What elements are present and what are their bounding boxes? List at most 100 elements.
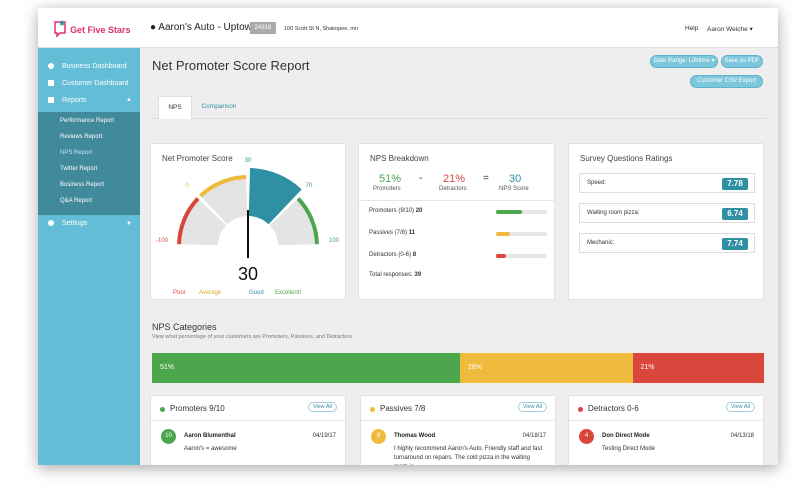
response-list-card: Promoters 9/10 View All 10 Aaron Blumenthal… bbox=[150, 395, 346, 465]
csv-export-button[interactable]: Customer CSV Export bbox=[690, 75, 763, 88]
caret: ▲ bbox=[126, 97, 132, 103]
row-label: Promoters (9/10) 20 bbox=[369, 208, 422, 214]
reports-submenu: Performance Report Reviews Report NPS Re… bbox=[38, 112, 140, 215]
nav-subitem[interactable]: Reviews Report bbox=[60, 134, 103, 140]
reviewer-name: Don Direct Mode bbox=[602, 433, 650, 439]
stack-segment: 21% bbox=[632, 353, 764, 383]
logo-icon bbox=[54, 20, 66, 38]
section-subtitle: View what percentage of your customers a… bbox=[152, 334, 352, 340]
total-value: 39 bbox=[414, 272, 422, 278]
gauge-band bbox=[177, 197, 200, 245]
bar bbox=[496, 210, 523, 214]
gauge-tick-label: 100 bbox=[329, 238, 340, 244]
nav-item[interactable]: Settings bbox=[62, 220, 88, 227]
divider bbox=[569, 420, 763, 421]
row-count: 8 bbox=[412, 252, 417, 258]
help-link[interactable]: Help bbox=[685, 25, 699, 32]
stack-segment: 51% bbox=[152, 353, 460, 383]
address: 100 Scott St N, Shakopee, mn bbox=[284, 26, 358, 32]
nav-item[interactable]: Business Dashboard bbox=[62, 63, 127, 70]
location-text: Aaron's Auto - Uptown bbox=[158, 22, 258, 33]
row-count: 11 bbox=[408, 230, 416, 236]
legend-item: Average bbox=[199, 290, 222, 296]
section-title: NPS Categories bbox=[152, 322, 217, 332]
legend-item: Excellent! bbox=[275, 290, 302, 296]
row-label: Passives (7/8) 11 bbox=[369, 230, 415, 236]
card-title: Survey Questions Ratings bbox=[580, 154, 673, 163]
nps-value: 30 bbox=[509, 173, 522, 185]
ratings-card: Survey Questions Ratings Speed: 7.78 Waiti… bbox=[568, 143, 764, 300]
nav-subitem[interactable]: NPS Report bbox=[60, 150, 93, 156]
rating-row: Speed: 7.78 bbox=[579, 173, 755, 193]
equals: = bbox=[483, 173, 489, 184]
view-all-button[interactable]: View All bbox=[725, 402, 755, 412]
gauge-segment-active bbox=[248, 168, 302, 225]
rating-label: Mechanic: bbox=[587, 240, 615, 246]
tab-active[interactable]: NPS bbox=[158, 96, 192, 119]
review-date: 04/13/18 bbox=[730, 433, 754, 439]
stack-segment: 28% bbox=[459, 353, 633, 383]
location-name[interactable]: ● Aaron's Auto - Uptown bbox=[150, 22, 258, 33]
view-all-button[interactable]: View All bbox=[517, 402, 547, 412]
sidebar: Business Dashboard Customer Dashboard Re… bbox=[38, 48, 140, 465]
row-label-text: Passives (7/8) bbox=[369, 230, 408, 236]
tab[interactable]: Comparison bbox=[201, 103, 237, 110]
card-title: Net Promoter Score bbox=[162, 154, 233, 163]
gauge-band bbox=[296, 197, 319, 245]
page-title: Net Promoter Score Report bbox=[152, 58, 310, 73]
icon bbox=[48, 220, 54, 226]
score-circle: 4 bbox=[579, 429, 594, 444]
icon bbox=[48, 80, 54, 86]
list-title: Passives 7/8 bbox=[380, 404, 426, 413]
gauge-tick-label: 30 bbox=[245, 158, 252, 164]
list-dot bbox=[578, 407, 583, 412]
stacked-bar: 51% 28% 21% bbox=[152, 353, 764, 383]
score-circle: 8 bbox=[371, 429, 386, 444]
gauge-tick-label: 0 bbox=[186, 183, 190, 189]
nav-subitem[interactable]: Performance Report bbox=[60, 118, 115, 124]
list-dot bbox=[370, 407, 375, 412]
rating-value: 7.78 bbox=[722, 178, 748, 190]
legend-item: Poor bbox=[173, 290, 186, 296]
card-title: NPS Breakdown bbox=[370, 154, 429, 163]
review-text: Aaron's = awesome bbox=[184, 446, 237, 452]
total-label: Total responses: bbox=[369, 272, 413, 278]
row-label: Detractors (0-6) 8 bbox=[369, 252, 416, 258]
rating-label: Waiting room pizza: bbox=[587, 210, 640, 216]
nps-label: NPS Score bbox=[499, 186, 529, 192]
rating-row: Mechanic: 7.74 bbox=[579, 233, 755, 253]
review-text: I highly recommend Aaron's Auto. Friendl… bbox=[394, 446, 543, 465]
response-list-card: Detractors 0-6 View All 4 Don Direct Mode 04… bbox=[568, 395, 764, 465]
bar-track bbox=[496, 232, 547, 236]
nps-score-card: Net Promoter Score -100 0 30 70 100 30 Poor … bbox=[150, 143, 346, 300]
promoters-pct: 51% bbox=[379, 173, 402, 185]
nav-subitem[interactable]: Business Report bbox=[60, 182, 105, 188]
gauge-tick-label: -100 bbox=[156, 238, 169, 244]
breakdown-card: NPS Breakdown 51% Promoters - 21% Detrac… bbox=[358, 143, 555, 300]
nav-subitem[interactable]: Q&A Report bbox=[60, 198, 93, 204]
nav-item[interactable]: Customer Dashboard bbox=[62, 80, 129, 87]
save-pdf-button[interactable]: Save as PDF bbox=[721, 55, 763, 68]
brand: Get Five Stars bbox=[70, 25, 131, 35]
rating-row: Waiting room pizza: 6.74 bbox=[579, 203, 755, 223]
view-all-button[interactable]: View All bbox=[307, 402, 337, 412]
list-title: Detractors 0-6 bbox=[588, 404, 639, 413]
nav-subitem[interactable]: Twitter Report bbox=[60, 166, 98, 172]
date-range-button[interactable]: Date Range: Lifetime ▾ bbox=[650, 55, 718, 68]
bar-track bbox=[496, 254, 547, 258]
row-label-text: Promoters (9/10) bbox=[369, 208, 415, 214]
reviewer-name: Aaron Blumenthal bbox=[184, 433, 236, 439]
detractors-pct: 21% bbox=[443, 173, 466, 185]
rating-value: 7.74 bbox=[722, 238, 748, 250]
button-text: Date Range: Lifetime bbox=[653, 58, 710, 64]
header: Get Five Stars ● Aaron's Auto - Uptown 2… bbox=[38, 8, 778, 48]
icon bbox=[48, 97, 54, 103]
score-value: 30 bbox=[237, 264, 259, 284]
icon bbox=[48, 63, 54, 69]
bar-track bbox=[496, 210, 547, 214]
nav-item[interactable]: Reports bbox=[62, 97, 87, 104]
tab-line bbox=[150, 118, 766, 119]
user-menu[interactable]: Aaron Weiche ▾ bbox=[707, 26, 753, 33]
minus: - bbox=[419, 173, 423, 184]
